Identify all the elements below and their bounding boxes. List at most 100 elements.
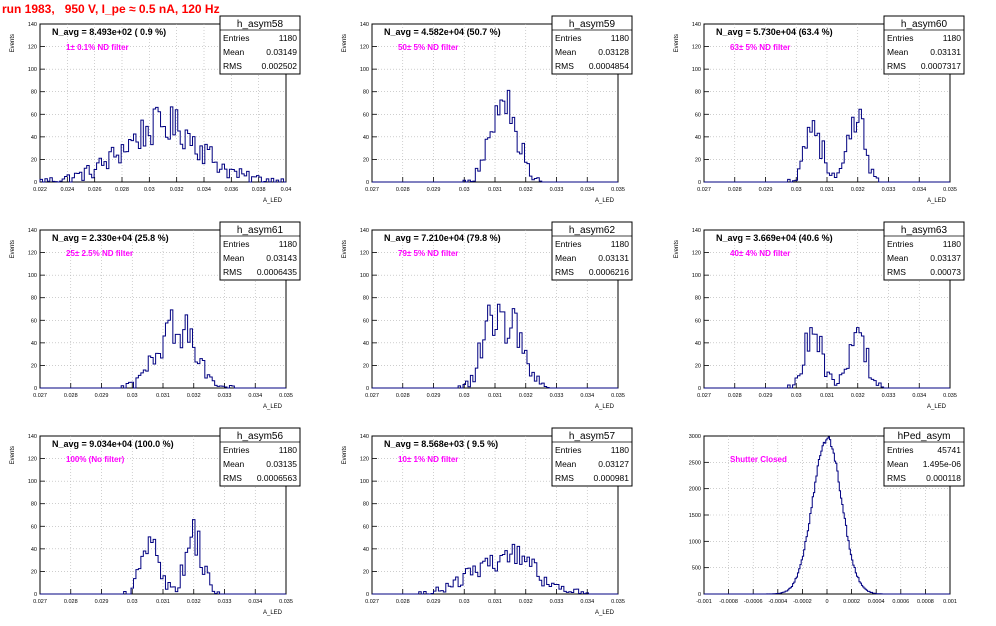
y-tick-label: 140: [360, 434, 369, 440]
filter-label: 40± 4% ND filter: [730, 249, 790, 258]
x-tick-label: 0.034: [912, 393, 926, 399]
x-tick-label: 0.0002: [843, 599, 860, 605]
stats-key: RMS: [887, 61, 906, 71]
x-tick-label: 0.034: [580, 393, 594, 399]
x-tick-label: 0.03: [459, 393, 470, 399]
stats-key: Mean: [887, 459, 909, 469]
x-tick-label: 0.032: [170, 187, 184, 193]
histogram-svg: 0.027 0.028 0.029 0.03 0.031 0.032 0.033 0.034 0…: [10, 221, 301, 410]
y-tick-label: 100: [360, 273, 369, 279]
x-tick-label: 0.035: [943, 393, 957, 399]
y-tick-label: 60: [695, 318, 701, 324]
x-tick-label: 0.034: [197, 187, 211, 193]
y-axis-label: Events: [674, 240, 680, 258]
stats-key: Mean: [887, 47, 909, 57]
histogram-svg: 0.027 0.028 0.029 0.03 0.031 0.032 0.033 0.034 0…: [674, 15, 965, 204]
y-tick-label: 80: [695, 90, 701, 96]
histogram-panel-h_asym58: 0.022 0.024 0.026 0.028 0.03 0.032 0.034 0.036 0…: [0, 14, 326, 214]
y-tick-label: 0: [698, 386, 701, 392]
y-tick-label: 40: [363, 135, 369, 141]
x-tick-label: 0.028: [396, 393, 410, 399]
y-tick-label: 140: [360, 228, 369, 234]
stats-box: [551, 427, 633, 487]
histogram-svg: 0.027 0.028 0.029 0.03 0.031 0.032 0.033 0.034 0…: [342, 221, 633, 410]
y-tick-label: 0: [34, 180, 37, 186]
y-tick-label: 40: [31, 135, 37, 141]
n-avg-label: N_avg = 7.210e+04 (79.8 %): [384, 233, 501, 243]
stats-box: [883, 427, 965, 487]
y-tick-label: 140: [28, 434, 37, 440]
x-tick-label: 0.027: [697, 393, 711, 399]
stats-key: Entries: [223, 239, 249, 249]
x-tick-label: 0.031: [488, 393, 502, 399]
stats-key: Mean: [887, 253, 909, 263]
n-avg-label: N_avg = 2.330e+04 (25.8 %): [52, 233, 169, 243]
histogram-panel-h_asym56: 0.027 0.028 0.029 0.03 0.031 0.032 0.033 0.034 0…: [0, 426, 326, 626]
y-tick-label: 0: [34, 386, 37, 392]
x-tick-label: 0.027: [33, 599, 47, 605]
n-avg-label: N_avg = 9.034e+04 (100.0 %): [52, 439, 174, 449]
stats-value: 45741: [937, 445, 961, 455]
x-tick-label: -0.0002: [793, 599, 812, 605]
y-tick-label: 120: [692, 251, 701, 257]
histogram-svg: -0.001 -0.0008 -0.0006 -0.0004 -0.0002 0 0.000…: [689, 427, 965, 605]
x-tick-label: 0.032: [851, 393, 865, 399]
x-tick-label: 0.031: [820, 393, 834, 399]
y-tick-label: 60: [363, 524, 369, 530]
x-tick-label: 0.032: [187, 599, 201, 605]
histogram-panel-h_asym59: 0.027 0.028 0.029 0.03 0.031 0.032 0.033 0.034 0…: [332, 14, 658, 214]
x-tick-label: 0.0006: [892, 599, 909, 605]
stats-key: Mean: [555, 253, 577, 263]
histogram-name: hPed_asym: [898, 431, 951, 442]
stats-value: 1180: [943, 239, 962, 249]
n-avg-label: N_avg = 4.582e+04 (50.7 %): [384, 27, 501, 37]
x-tick-label: 0.032: [519, 393, 533, 399]
n-avg-label: N_avg = 5.730e+04 (63.4 %): [716, 27, 833, 37]
x-tick-label: 0.033: [882, 187, 896, 193]
x-tick-label: 0.024: [60, 187, 74, 193]
y-tick-label: 100: [28, 273, 37, 279]
stats-key: Entries: [887, 33, 913, 43]
histogram-panel-h_asym61: 0.027 0.028 0.029 0.03 0.031 0.032 0.033 0.034 0…: [0, 220, 326, 420]
histogram-svg: 0.027 0.028 0.029 0.03 0.031 0.032 0.033 0.034 0…: [342, 427, 633, 616]
y-tick-label: 140: [360, 22, 369, 28]
y-tick-label: 0: [34, 592, 37, 598]
stats-value: 0.0006435: [257, 267, 297, 277]
y-tick-label: 0: [366, 180, 369, 186]
histogram-name: h_asym62: [569, 225, 616, 236]
y-tick-label: 100: [28, 479, 37, 485]
x-tick-label: 0.028: [728, 187, 742, 193]
y-tick-label: 40: [31, 547, 37, 553]
x-tick-label: -0.0006: [744, 599, 763, 605]
stats-key: RMS: [555, 267, 574, 277]
x-tick-label: 0.033: [882, 393, 896, 399]
histogram-name: h_asym57: [569, 431, 616, 442]
y-tick-label: 40: [695, 135, 701, 141]
y-tick-label: 100: [360, 479, 369, 485]
y-tick-label: 3000: [689, 434, 701, 440]
stats-key: Entries: [223, 33, 249, 43]
x-tick-label: 0.029: [759, 393, 773, 399]
histogram-series: [372, 543, 618, 595]
histogram-panel-h_asym63: 0.027 0.028 0.029 0.03 0.031 0.032 0.033 0.034 0…: [664, 220, 990, 420]
stats-key: Mean: [223, 253, 245, 263]
y-axis-label: Events: [10, 240, 16, 258]
filter-label: 63± 5% ND filter: [730, 43, 790, 52]
y-tick-label: 80: [363, 502, 369, 508]
y-tick-label: 100: [360, 67, 369, 73]
x-tick-label: 0.001: [943, 599, 957, 605]
stats-value: 0.0006563: [257, 473, 297, 483]
x-axis-label: A_LED: [595, 404, 615, 410]
stats-key: Entries: [555, 33, 581, 43]
x-tick-label: 0.033: [550, 187, 564, 193]
stats-key: Mean: [223, 47, 245, 57]
y-tick-label: 0: [698, 592, 701, 598]
x-tick-label: 0.031: [156, 599, 170, 605]
x-tick-label: 0: [825, 599, 828, 605]
stats-key: Entries: [887, 239, 913, 249]
y-tick-label: 80: [31, 502, 37, 508]
x-tick-label: 0.028: [115, 187, 129, 193]
stats-box: [883, 15, 965, 75]
y-axis-label: Events: [10, 446, 16, 464]
y-axis-label: Events: [342, 240, 348, 258]
